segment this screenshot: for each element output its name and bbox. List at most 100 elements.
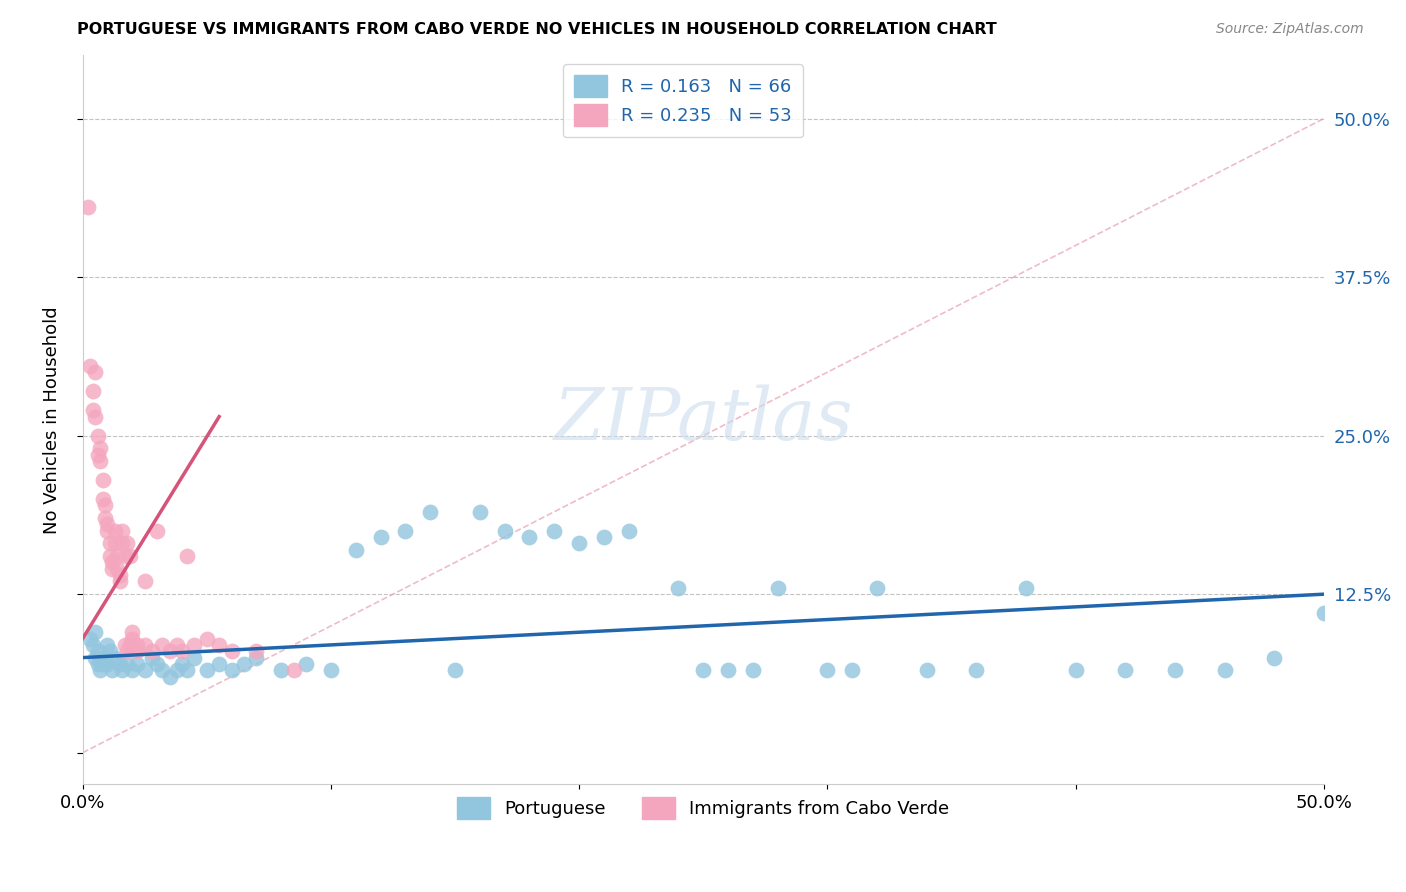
Point <box>117 657 139 671</box>
Legend: Portuguese, Immigrants from Cabo Verde: Portuguese, Immigrants from Cabo Verde <box>450 790 956 827</box>
Point <box>176 663 198 677</box>
Point <box>94 511 117 525</box>
Point <box>170 657 193 671</box>
Point <box>568 536 591 550</box>
Point <box>134 574 156 589</box>
Point <box>117 536 139 550</box>
Point <box>86 657 108 671</box>
Point <box>245 650 267 665</box>
Point <box>98 549 121 563</box>
Point <box>617 524 640 538</box>
Point <box>965 663 987 677</box>
Point <box>370 530 392 544</box>
Point <box>101 556 124 570</box>
Point <box>841 663 863 677</box>
Point <box>91 473 114 487</box>
Point <box>79 632 101 646</box>
Point <box>394 524 416 538</box>
Point <box>1213 663 1236 677</box>
Point <box>245 644 267 658</box>
Point <box>121 632 143 646</box>
Point <box>86 644 108 658</box>
Point <box>692 663 714 677</box>
Y-axis label: No Vehicles in Household: No Vehicles in Household <box>44 306 60 533</box>
Point <box>915 663 938 677</box>
Point <box>1114 663 1136 677</box>
Point <box>82 403 104 417</box>
Point <box>107 562 129 576</box>
Point <box>295 657 318 671</box>
Point <box>104 524 127 538</box>
Point <box>104 536 127 550</box>
Point <box>89 454 111 468</box>
Point <box>96 524 118 538</box>
Point <box>86 448 108 462</box>
Point <box>98 644 121 658</box>
Point <box>127 638 149 652</box>
Point <box>444 663 467 677</box>
Point <box>79 359 101 373</box>
Point <box>419 505 441 519</box>
Point <box>114 638 136 652</box>
Point <box>141 650 163 665</box>
Point <box>344 542 367 557</box>
Point <box>208 638 231 652</box>
Point <box>519 530 541 544</box>
Point <box>108 568 131 582</box>
Point <box>468 505 491 519</box>
Point <box>108 657 131 671</box>
Point <box>319 663 342 677</box>
Point <box>1015 581 1038 595</box>
Point <box>121 663 143 677</box>
Point <box>89 663 111 677</box>
Point <box>89 442 111 456</box>
Point <box>111 536 134 550</box>
Point <box>766 581 789 595</box>
Point <box>159 670 181 684</box>
Point <box>127 657 149 671</box>
Point <box>121 625 143 640</box>
Point <box>84 365 107 379</box>
Point <box>98 536 121 550</box>
Point <box>111 524 134 538</box>
Point <box>166 638 188 652</box>
Point <box>94 499 117 513</box>
Point <box>82 638 104 652</box>
Point <box>270 663 292 677</box>
Point <box>146 657 169 671</box>
Point <box>96 657 118 671</box>
Point <box>221 644 243 658</box>
Point <box>208 657 231 671</box>
Point <box>91 657 114 671</box>
Point <box>494 524 516 538</box>
Point <box>91 491 114 506</box>
Point <box>127 644 149 658</box>
Point <box>815 663 838 677</box>
Point <box>89 650 111 665</box>
Point <box>183 638 205 652</box>
Point <box>1313 606 1336 620</box>
Point <box>170 644 193 658</box>
Point <box>150 663 173 677</box>
Text: ZIPatlas: ZIPatlas <box>554 384 853 455</box>
Point <box>108 574 131 589</box>
Point <box>86 428 108 442</box>
Point <box>101 562 124 576</box>
Point <box>84 409 107 424</box>
Point <box>195 663 218 677</box>
Point <box>111 663 134 677</box>
Point <box>1263 650 1285 665</box>
Point <box>96 638 118 652</box>
Point <box>668 581 690 595</box>
Point <box>101 663 124 677</box>
Point <box>150 638 173 652</box>
Point <box>166 663 188 677</box>
Point <box>76 200 98 214</box>
Point <box>114 549 136 563</box>
Point <box>233 657 256 671</box>
Point <box>195 632 218 646</box>
Point <box>742 663 765 677</box>
Point <box>84 625 107 640</box>
Point <box>183 650 205 665</box>
Point <box>104 650 127 665</box>
